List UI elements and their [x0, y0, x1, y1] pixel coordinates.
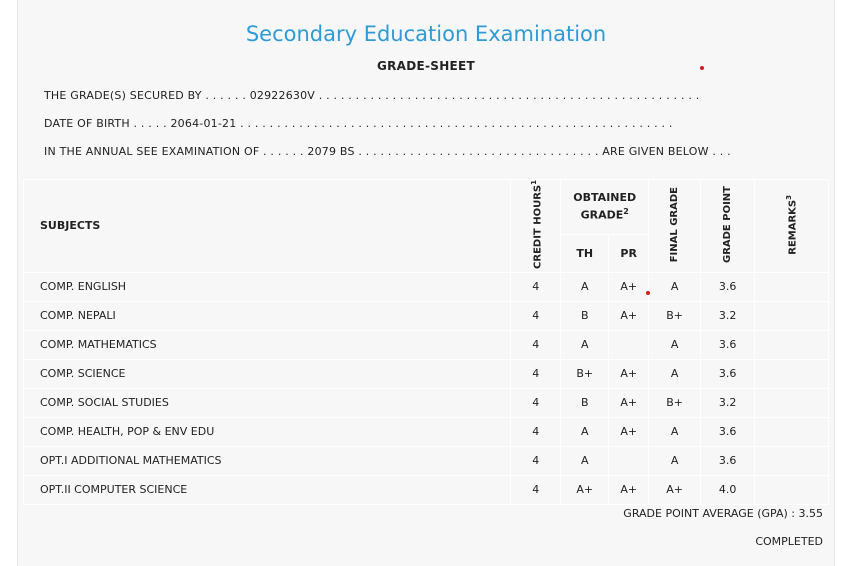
theory-grade-cell: A — [560, 416, 610, 447]
marker-dot — [700, 66, 704, 70]
remarks-cell — [754, 387, 829, 418]
final-grade-cell: A — [646, 271, 702, 302]
subject-name: OPT.II COMPUTER SCIENCE — [22, 474, 512, 505]
gpa-summary: GRADE POINT AVERAGE (GPA) : 3.55 — [623, 507, 823, 520]
theory-header: TH — [560, 234, 610, 273]
subject-name: COMP. SCIENCE — [22, 358, 512, 389]
subject-name: COMP. MATHEMATICS — [22, 329, 512, 360]
grade-sheet-heading: GRADE-SHEET — [376, 59, 476, 73]
practical-grade-cell — [608, 445, 650, 476]
credit-hours-cell: 4 — [510, 416, 562, 447]
final-grade-cell: B+ — [648, 387, 702, 418]
table-row: OPT.I ADDITIONAL MATHEMATICS 4 A A 3.6 — [22, 445, 829, 476]
table-row: COMP. SOCIAL STUDIES 4 B A+ B+ 3.2 — [22, 387, 829, 418]
practical-grade-cell — [608, 329, 650, 360]
grade-point-cell: 3.6 — [700, 445, 756, 476]
credit-hours-cell: 4 — [510, 300, 562, 331]
credit-hours-cell: 4 — [510, 329, 562, 360]
table-row: OPT.II COMPUTER SCIENCE 4 A+ A+ A+ 4.0 — [22, 474, 829, 505]
remarks-cell — [754, 358, 829, 389]
remarks-cell — [754, 300, 829, 331]
grade-point-cell: 3.6 — [700, 271, 756, 302]
final-grade-header: FINAL GRADE — [648, 179, 702, 273]
credit-hours-cell: 4 — [510, 474, 562, 505]
practical-grade-cell: A+ — [608, 300, 650, 331]
table-row: COMP. ENGLISH 4 A A+ A 3.6 — [22, 271, 829, 302]
remarks-cell — [754, 416, 829, 447]
practical-grade-cell: A+ — [608, 387, 650, 418]
obtained-grade-header: OBTAINED GRADE2 — [560, 178, 650, 236]
grade-point-cell: 3.2 — [700, 300, 756, 331]
theory-grade-cell: A — [560, 329, 610, 360]
subject-name: COMP. ENGLISH — [22, 271, 512, 302]
final-grade-cell: A — [648, 329, 702, 360]
final-grade-cell: A — [648, 358, 702, 389]
practical-grade-cell: A+ — [608, 416, 650, 447]
subject-name: COMP. SOCIAL STUDIES — [22, 387, 512, 418]
final-grade-cell: A — [648, 445, 702, 476]
subject-name: COMP. HEALTH, POP & ENV EDU — [22, 416, 512, 447]
practical-grade-cell: A+ — [608, 474, 650, 505]
grades-table: SUBJECTS CREDIT HOURS1 OBTAINED GRADE2 F… — [22, 178, 829, 505]
grade-point-cell: 3.6 — [700, 329, 756, 360]
table-row: COMP. MATHEMATICS 4 A A 3.6 — [22, 329, 829, 360]
remarks-cell — [754, 474, 829, 505]
subject-name: OPT.I ADDITIONAL MATHEMATICS — [22, 445, 512, 476]
credit-hours-header: CREDIT HOURS1 — [510, 179, 562, 273]
practical-grade-cell: A+ — [608, 358, 650, 389]
credit-hours-cell: 4 — [510, 445, 562, 476]
final-grade-cell: B+ — [648, 300, 702, 331]
theory-grade-cell: A — [560, 445, 610, 476]
theory-grade-cell: B — [560, 387, 610, 418]
page-title: Secondary Education Examination — [245, 22, 607, 46]
theory-grade-cell: B+ — [560, 358, 610, 389]
credit-hours-cell: 4 — [510, 358, 562, 389]
credit-hours-cell: 4 — [510, 387, 562, 418]
grade-point-cell: 4.0 — [700, 474, 756, 505]
final-grade-cell: A — [648, 416, 702, 447]
date-of-birth-line: DATE OF BIRTH . . . . . 2064-01-21 . . .… — [44, 117, 673, 130]
theory-grade-cell: A — [560, 271, 610, 302]
final-grade-cell: A+ — [648, 474, 702, 505]
secured-by-line: THE GRADE(S) SECURED BY . . . . . . 0292… — [44, 89, 700, 102]
credit-hours-cell: 4 — [510, 271, 562, 302]
grade-point-cell: 3.6 — [700, 416, 756, 447]
remarks-cell — [754, 445, 829, 476]
theory-grade-cell: B — [560, 300, 610, 331]
subject-name: COMP. NEPALI — [22, 300, 512, 331]
remarks-cell — [754, 329, 829, 360]
table-row: COMP. HEALTH, POP & ENV EDU 4 A A+ A 3.6 — [22, 416, 829, 447]
result-status: COMPLETED — [755, 535, 823, 548]
grade-point-cell: 3.6 — [700, 358, 756, 389]
subjects-header: SUBJECTS — [22, 179, 512, 273]
marker-dot — [646, 290, 651, 295]
practical-header: PR — [608, 234, 650, 273]
practical-grade-cell: A+ — [608, 271, 650, 302]
grade-point-cell: 3.2 — [700, 387, 756, 418]
exam-line: IN THE ANNUAL SEE EXAMINATION OF . . . .… — [44, 145, 731, 158]
grade-point-header: GRADE POINT — [700, 179, 756, 273]
remarks-header: REMARKS3 — [754, 179, 829, 273]
table-row: COMP. SCIENCE 4 B+ A+ A 3.6 — [22, 358, 829, 389]
remarks-cell — [754, 271, 829, 302]
grade-sheet: Secondary Education Examination GRADE-SH… — [17, 0, 835, 566]
theory-grade-cell: A+ — [560, 474, 610, 505]
table-row: COMP. NEPALI 4 B A+ B+ 3.2 — [22, 300, 829, 331]
